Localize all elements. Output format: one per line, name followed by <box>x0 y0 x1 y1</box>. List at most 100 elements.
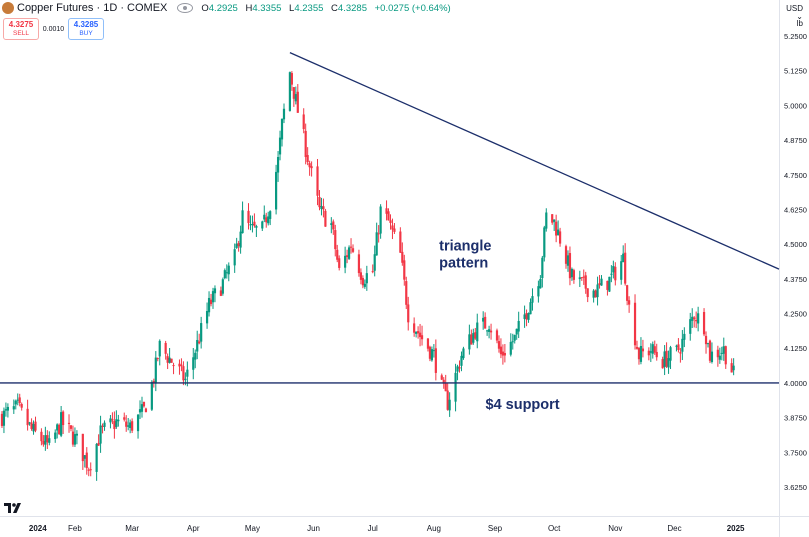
candle <box>302 108 305 134</box>
candle <box>641 339 645 358</box>
candle <box>351 244 355 254</box>
candle <box>237 240 240 252</box>
buy-button[interactable]: 4.3285 BUY <box>68 18 104 40</box>
candle <box>330 217 333 234</box>
candle <box>26 399 29 431</box>
price-tick-label: 4.1250 <box>784 344 807 353</box>
currency-label[interactable]: USD <box>786 4 803 13</box>
symbol-title[interactable]: Copper Futures · 1D · COMEX <box>17 2 168 14</box>
candle <box>87 467 90 477</box>
candle <box>405 276 408 310</box>
candle <box>537 280 540 303</box>
candle <box>515 328 518 340</box>
candle <box>489 323 493 340</box>
candle <box>706 342 710 348</box>
candle <box>200 316 203 349</box>
triangle-trendline[interactable] <box>289 52 780 270</box>
chevron-icon[interactable]: ⌄ <box>796 12 803 21</box>
candle <box>578 270 581 287</box>
candle <box>564 244 568 269</box>
candle <box>732 358 735 376</box>
candle <box>586 288 589 303</box>
price-tick-label: 5.1250 <box>784 67 807 76</box>
time-tick-label: Mar <box>125 524 139 533</box>
candle <box>40 428 43 446</box>
candle <box>584 271 587 294</box>
candle <box>129 419 132 434</box>
candle <box>635 340 639 350</box>
sell-button[interactable]: 4.3275 SELL <box>3 18 39 40</box>
candle <box>558 227 562 247</box>
candle <box>460 351 463 372</box>
sell-label: SELL <box>13 29 29 37</box>
symbol-header: Copper Futures · 1D · COMEX O4.2925 H4.3… <box>0 0 456 16</box>
candle <box>249 215 252 231</box>
candle <box>247 203 250 230</box>
candle <box>209 293 213 307</box>
price-axis[interactable]: 5.2500 5.1250 5.0000 4.8750 4.7500 4.6250 4.50… <box>784 32 807 492</box>
annotations-layer: triangle pattern $4 support <box>0 52 780 413</box>
candle <box>261 220 264 232</box>
candle <box>278 130 282 161</box>
candle <box>639 337 643 365</box>
candle <box>168 347 171 364</box>
candle <box>99 415 102 453</box>
candle <box>525 309 528 327</box>
time-tick-label: Aug <box>427 524 441 533</box>
time-tick-label: Jun <box>307 524 320 533</box>
candle <box>568 246 572 286</box>
price-tick-label: 3.8750 <box>784 414 807 423</box>
candle <box>282 103 286 124</box>
candle <box>683 327 686 348</box>
candle <box>555 214 558 243</box>
candle <box>138 400 142 420</box>
candle <box>158 339 161 366</box>
tradingview-logo[interactable] <box>4 502 22 514</box>
candle <box>434 339 437 381</box>
candle <box>255 224 258 237</box>
candle <box>95 442 98 481</box>
candle <box>170 358 173 363</box>
candle <box>83 454 86 468</box>
candle <box>322 198 325 218</box>
candle <box>628 296 631 313</box>
candle <box>679 348 682 363</box>
candle <box>42 435 45 447</box>
candle <box>624 243 627 286</box>
spread-value: 0.0010 <box>42 25 65 33</box>
price-tick-label: 4.3750 <box>784 275 807 284</box>
candle <box>691 308 694 328</box>
candle <box>4 402 8 417</box>
candle <box>219 286 222 297</box>
candle <box>69 425 73 432</box>
eye-icon[interactable] <box>177 3 194 13</box>
candle <box>166 353 169 370</box>
candle <box>359 268 363 285</box>
candle <box>196 330 199 360</box>
candle <box>292 87 295 107</box>
candle <box>207 291 211 317</box>
candle <box>269 210 272 226</box>
candle <box>637 347 641 365</box>
candle <box>316 159 319 206</box>
candle <box>594 289 597 298</box>
trade-panel: 4.3275 SELL 0.0010 4.3285 BUY <box>3 18 104 40</box>
candle <box>223 268 226 280</box>
candle <box>655 343 658 361</box>
candle <box>697 306 700 332</box>
candle <box>647 347 650 361</box>
candle <box>296 84 299 113</box>
time-axis[interactable]: 2024 Feb Mar Apr May Jun Jul Aug Sep Oct Nov Dec 202… <box>29 524 745 533</box>
candle <box>109 415 112 429</box>
unit-label[interactable]: lb <box>796 19 803 28</box>
candle <box>150 380 153 411</box>
candle <box>308 160 311 176</box>
candle <box>730 358 733 373</box>
candle <box>97 434 100 446</box>
candle <box>472 328 475 345</box>
candle <box>572 268 575 284</box>
candle <box>233 243 236 273</box>
price-tick-label: 4.6250 <box>784 205 807 214</box>
candle <box>440 373 443 381</box>
